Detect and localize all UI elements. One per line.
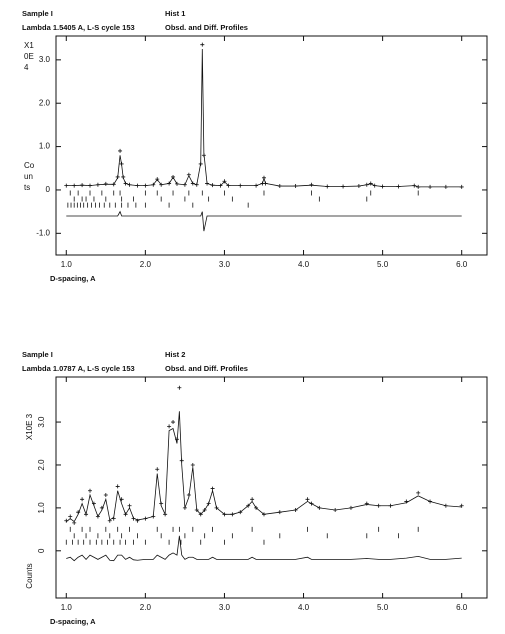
y-axis-unit: X10E 3 (25, 413, 34, 440)
difference-line (66, 210, 462, 232)
observed-point (250, 497, 255, 502)
plot-frame (55, 376, 488, 599)
x-tick-label: 2.0 (140, 603, 152, 612)
observed-point (155, 467, 160, 472)
x-tick-label: 6.0 (456, 260, 468, 269)
observed-point (177, 385, 182, 390)
y-tick-label: 2.0 (39, 98, 51, 107)
observed-point (80, 497, 85, 502)
hist-label: Hist 2 (165, 350, 185, 359)
x-tick-label: 4.0 (298, 603, 310, 612)
y-axis-label: un (24, 172, 33, 181)
hist-label: Hist 1 (165, 9, 185, 18)
x-tick-label: 6.0 (456, 603, 468, 612)
y-tick-label: 3.0 (37, 416, 46, 428)
observed-point (368, 181, 373, 186)
x-axis-label: D-spacing, A (50, 617, 96, 626)
observed-point (305, 497, 310, 502)
observed-point (135, 518, 140, 523)
observed-point (88, 488, 93, 493)
y-tick-label: 1.0 (39, 142, 51, 151)
x-tick-label: 5.0 (377, 260, 389, 269)
x-tick-label: 3.0 (219, 260, 231, 269)
y-axis-label: ts (24, 183, 30, 192)
lambda-label: Lambda 1.5405 A, L-S cycle 153 (22, 23, 135, 32)
observed-point (103, 493, 108, 498)
y-axis-unit: X1 (24, 41, 34, 50)
observed-point (127, 503, 132, 508)
y-axis-label: Counts (25, 563, 34, 588)
observed-point (309, 182, 314, 187)
panel: Sample I Hist 1 Lambda 1.5405 A, L-S cycle… (22, 9, 488, 283)
y-tick-label: 0 (37, 548, 46, 553)
y-tick-label: -1.0 (36, 228, 50, 237)
calculated-line (66, 49, 462, 188)
y-tick-label: 1.0 (37, 502, 46, 514)
sample-label: Sample I (22, 350, 53, 359)
panel: Sample I Hist 2 Lambda 1.0787 A, L-S cycle… (22, 350, 488, 626)
observed-point (115, 484, 120, 489)
observed-point (68, 514, 73, 519)
difference-line (66, 535, 462, 562)
lambda-label: Lambda 1.0787 A, L-S cycle 153 (22, 364, 135, 373)
observed-point (118, 148, 123, 153)
y-tick-label: 3.0 (39, 55, 51, 64)
x-tick-label: 1.0 (61, 260, 73, 269)
observed-point (171, 420, 176, 425)
observed-point (364, 501, 369, 506)
chart-title: Obsd. and Diff. Profiles (165, 364, 248, 373)
observed-point (103, 181, 108, 186)
x-tick-label: 5.0 (377, 603, 389, 612)
sample-label: Sample I (22, 9, 53, 18)
x-tick-label: 1.0 (61, 603, 73, 612)
x-tick-label: 3.0 (219, 603, 231, 612)
y-axis-label: Co (24, 161, 35, 170)
y-tick-label: 2.0 (37, 459, 46, 471)
y-axis-unit: 0E (24, 52, 34, 61)
observed-point (459, 503, 464, 508)
plot-frame (55, 35, 488, 256)
observed-point (416, 490, 421, 495)
x-tick-label: 4.0 (298, 260, 310, 269)
observed-point (190, 462, 195, 467)
observed-point (200, 42, 205, 47)
x-axis-label: D-spacing, A (50, 274, 96, 283)
chart-title: Obsd. and Diff. Profiles (165, 23, 248, 32)
y-tick-label: 0 (46, 185, 51, 194)
calculated-line (66, 411, 462, 523)
observed-point (167, 424, 172, 429)
x-tick-label: 2.0 (140, 260, 152, 269)
y-axis-unit: 4 (24, 63, 29, 72)
